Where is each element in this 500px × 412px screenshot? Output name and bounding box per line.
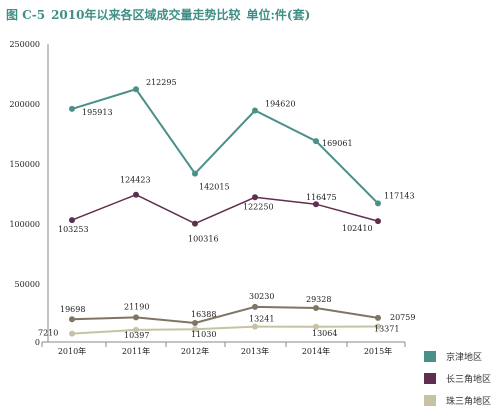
legend-item: 珠三角地区 bbox=[424, 394, 491, 407]
jingjin-data-label: 142015 bbox=[199, 183, 230, 192]
zhusanjiao-point bbox=[375, 323, 381, 330]
changsanjiao-data-label: 100316 bbox=[188, 235, 219, 244]
x-tick-label: 2010年 bbox=[58, 346, 86, 356]
changsanjiao-lower-point bbox=[252, 303, 258, 310]
changsanjiao-lower-data-label: 20759 bbox=[390, 313, 415, 322]
jingjin-point bbox=[313, 138, 319, 145]
jingjin-point bbox=[133, 86, 139, 93]
legend-label: 珠三角地区 bbox=[446, 397, 492, 407]
changsanjiao-lower-data-label: 21190 bbox=[124, 302, 149, 311]
x-tick-label: 2011年 bbox=[122, 346, 150, 356]
x-tick-label: 2014年 bbox=[302, 346, 330, 356]
zhusanjiao-point bbox=[313, 323, 319, 330]
y-tick-label: 250000 bbox=[9, 40, 40, 49]
chart-title: 图 C-5 2010年以来各区域成交量走势比较 单位:件(套) bbox=[6, 6, 316, 23]
jingjin-line bbox=[71, 88, 379, 205]
changsanjiao-lower-point bbox=[133, 314, 139, 321]
jingjin-point bbox=[192, 170, 198, 177]
changsanjiao-data-label: 122250 bbox=[243, 202, 274, 211]
legend-swatch bbox=[424, 395, 436, 406]
zhusanjiao-point bbox=[252, 323, 258, 330]
zhusanjiao-data-label: 11030 bbox=[191, 330, 216, 339]
jingjin-point bbox=[69, 105, 75, 112]
legend-swatch bbox=[424, 373, 436, 384]
changsanjiao-lower-point bbox=[69, 316, 75, 323]
changsanjiao-lower-data-label: 30230 bbox=[249, 292, 274, 301]
changsanjiao-lower-point bbox=[375, 314, 381, 321]
x-tick-label: 2012年 bbox=[181, 346, 209, 356]
zhusanjiao-data-label: 13371 bbox=[374, 324, 399, 333]
y-tick-label: 0 bbox=[35, 338, 40, 347]
changsanjiao-point bbox=[313, 201, 319, 208]
jingjin-data-label: 169061 bbox=[322, 139, 353, 148]
changsanjiao-lower-line bbox=[71, 305, 379, 325]
jingjin-data-label: 212295 bbox=[146, 78, 177, 87]
zhusanjiao-point bbox=[192, 326, 198, 333]
legend-item: 京津地区 bbox=[424, 350, 482, 363]
zhusanjiao-data-label: 13241 bbox=[249, 315, 274, 324]
changsanjiao-data-label: 102410 bbox=[342, 224, 373, 233]
jingjin-point bbox=[375, 200, 381, 207]
x-tick-label: 2015年 bbox=[364, 346, 392, 356]
changsanjiao-line bbox=[71, 193, 379, 225]
zhusanjiao-point bbox=[133, 326, 139, 333]
changsanjiao-data-label: 116475 bbox=[306, 193, 337, 202]
changsanjiao-point bbox=[192, 220, 198, 227]
changsanjiao-point bbox=[133, 191, 139, 198]
zhusanjiao-line bbox=[71, 325, 379, 335]
jingjin-data-label: 194620 bbox=[265, 99, 296, 108]
changsanjiao-data-label: 124423 bbox=[120, 176, 151, 185]
zhusanjiao-data-label: 10397 bbox=[124, 331, 149, 340]
changsanjiao-point bbox=[252, 194, 258, 201]
changsanjiao-lower-point bbox=[313, 305, 319, 311]
y-tick-label: 50000 bbox=[15, 280, 40, 289]
jingjin-data-label: 195913 bbox=[82, 108, 113, 117]
changsanjiao-lower-data-label: 16388 bbox=[191, 310, 216, 319]
title-main: 2010年以来各区域成交量走势比较 bbox=[51, 8, 241, 22]
figure-number: 图 C-5 bbox=[6, 8, 46, 22]
changsanjiao-point bbox=[375, 218, 381, 225]
x-tick-label: 2013年 bbox=[241, 346, 269, 356]
changsanjiao-lower-point bbox=[192, 320, 198, 326]
jingjin-data-label: 117143 bbox=[384, 191, 415, 200]
changsanjiao-lower-data-label: 19698 bbox=[60, 305, 85, 314]
y-tick-label: 100000 bbox=[9, 220, 40, 229]
legend-swatch bbox=[424, 351, 436, 362]
changsanjiao-lower-data-label: 29328 bbox=[306, 295, 331, 304]
zhusanjiao-data-label: 7210 bbox=[38, 329, 58, 338]
jingjin-point bbox=[252, 107, 258, 114]
title-unit: 单位:件(套) bbox=[246, 8, 311, 22]
y-tick-label: 150000 bbox=[9, 160, 40, 169]
legend-label: 京津地区 bbox=[446, 353, 483, 363]
changsanjiao-point bbox=[69, 217, 75, 224]
zhusanjiao-data-label: 13064 bbox=[312, 329, 337, 338]
changsanjiao-data-label: 103253 bbox=[58, 225, 89, 234]
zhusanjiao-point bbox=[69, 330, 75, 337]
legend-label: 长三角地区 bbox=[446, 375, 492, 385]
legend-item: 长三角地区 bbox=[424, 372, 491, 385]
y-tick-label: 200000 bbox=[9, 100, 40, 109]
